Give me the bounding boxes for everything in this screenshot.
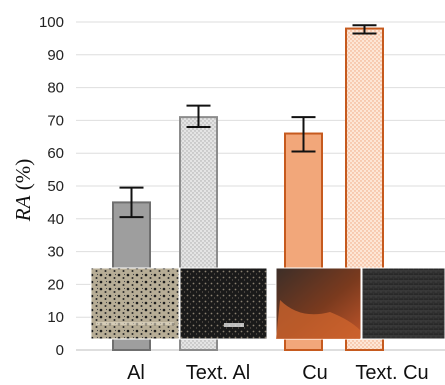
error-bar xyxy=(119,186,144,219)
y-tick-label: 30 xyxy=(47,244,64,261)
scale-bar xyxy=(224,323,244,327)
y-tick-label: 10 xyxy=(47,309,64,326)
al-scratch xyxy=(96,322,174,325)
y-tick-label: 70 xyxy=(47,112,64,129)
y-tick-label: 0 xyxy=(56,342,64,359)
cu-oxidation-patch xyxy=(276,300,360,339)
y-tick-label: 40 xyxy=(47,211,64,228)
y-tick-labels: 0 10 20 30 40 50 60 70 80 90 100 xyxy=(39,14,64,359)
error-bar xyxy=(352,24,377,35)
category-label: Text. Al xyxy=(186,362,250,384)
surface-photo-insets xyxy=(90,267,445,340)
error-bar xyxy=(186,104,211,128)
textured-al-surface-photo xyxy=(179,267,268,340)
y-tick-label: 80 xyxy=(47,80,64,97)
y-tick-label: 20 xyxy=(47,276,64,293)
y-axis-title: RA (%) xyxy=(11,159,35,222)
category-label: Cu xyxy=(302,362,328,384)
category-label: Al xyxy=(127,362,145,384)
y-tick-label: 50 xyxy=(47,178,64,195)
textured-cu-surface-photo xyxy=(361,267,445,340)
al-surface-photo xyxy=(90,267,180,340)
error-bar xyxy=(291,116,316,153)
y-tick-label: 90 xyxy=(47,47,64,64)
y-tick-label: 60 xyxy=(47,145,64,162)
category-labels: Al Text. Al Cu Text. Cu xyxy=(127,362,429,384)
error-bars xyxy=(119,24,377,219)
y-tick-label: 100 xyxy=(39,14,64,31)
category-label: Text. Cu xyxy=(355,362,428,384)
